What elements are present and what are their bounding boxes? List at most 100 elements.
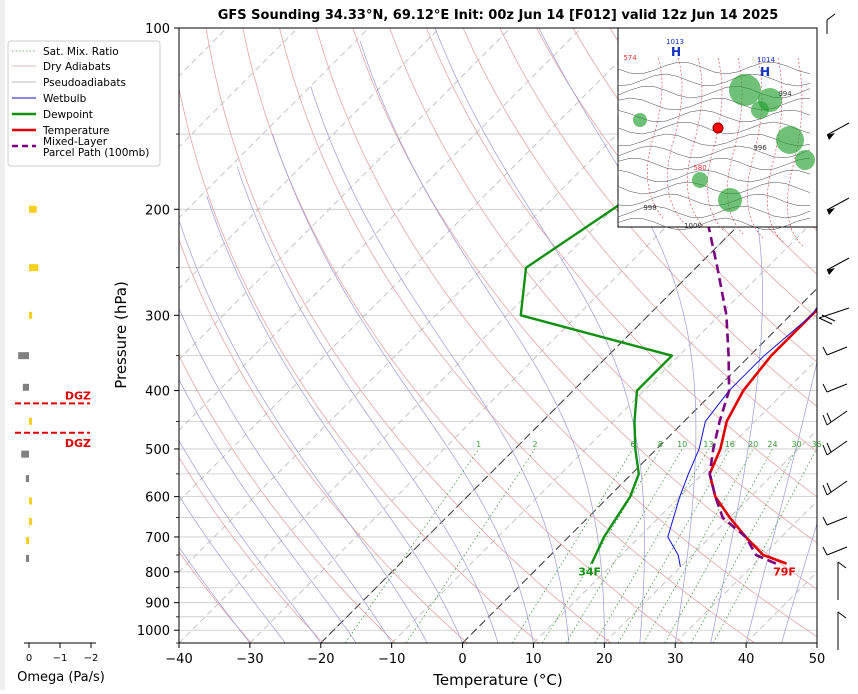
legend-entry-line: Wetbulb [43,93,87,105]
y-tick-label: 200 [145,203,170,218]
omega-bar [29,312,32,319]
wind-barb-feather [823,445,827,455]
wind-barb-staff [827,198,849,210]
wind-barb-feather [827,413,831,422]
x-tick-label: 0 [458,652,466,667]
legend-entry: Dewpoint [43,109,93,121]
mixing-ratio-label: 2 [533,440,538,449]
omega-bar [29,418,32,425]
dgz-label: DGZ [65,437,91,450]
wind-barb [819,308,849,324]
dry-adiabat [206,28,611,643]
left-margin [0,0,5,690]
x-tick-label: 40 [738,652,755,667]
moist-adiabat [360,41,604,643]
mixing-ratio-line [618,449,730,643]
legend-entry-line: Pseudoadiabats [43,77,126,89]
surface-temp-label: 79F [773,566,796,579]
wind-barb-staff [827,347,847,355]
wind-barb-staff [827,411,847,425]
omega-bar [26,537,29,544]
mixing-ratio-label: 16 [725,440,735,449]
inset-label: 994 [778,90,792,98]
inset-label: 1000 [684,222,702,230]
legend-entry-line: Sat. Mix. Ratio [43,46,119,58]
chart-title: GFS Sounding 34.33°N, 69.12°E Init: 00z … [218,8,779,23]
wind-barb [823,481,847,495]
moist-adiabat [435,28,645,643]
x-tick-label: −40 [165,652,192,667]
wind-barb [823,547,847,555]
x-tick-label: −30 [236,652,263,667]
omega-bar [29,264,38,271]
x-tick-label: −10 [378,652,405,667]
inset-label: 1014 [757,56,775,64]
moist-adiabat [311,86,569,643]
x-axis-label: Temperature (°C) [432,671,562,689]
y-tick-label: 100 [145,22,170,37]
y-tick-label: 300 [145,309,170,324]
omega-bar [29,518,32,525]
y-axis-label: Pressure (hPa) [112,281,130,389]
wind-barb-staff [827,14,835,20]
omega-bar [29,206,37,213]
omega-bar [18,352,29,359]
omega-tick-label: −2 [84,653,99,664]
legend-entry-line: Dewpoint [43,109,93,121]
inset-high-marker: H [760,65,770,79]
y-tick-label: 700 [145,531,170,546]
dgz-label: DGZ [65,389,91,402]
y-tick-label: 800 [145,566,170,581]
inset-precip-patch [751,101,769,119]
legend-entry-line: Dry Adiabats [43,61,111,73]
surface-dew-label: 34F [578,566,601,579]
mixing-ratio-line [713,449,816,643]
inset-precip-patch [729,74,761,106]
y-tick-label: 500 [145,443,170,458]
mixing-ratio-label: 20 [748,440,758,449]
wind-barb [823,517,847,525]
omega-tick-label: −1 [53,653,68,664]
wind-barb-feather [823,485,827,495]
wind-barb-staff [827,547,847,555]
wind-barb [823,441,847,455]
wind-barb [823,347,847,355]
y-tick-label: 400 [145,385,170,400]
mixing-ratio-label: 36 [811,440,821,449]
legend-entry: Dry Adiabats [43,61,111,73]
wind-barb-staff [827,441,847,455]
wind-barb [827,198,849,215]
y-tick-label: 900 [145,597,170,612]
wind-barb [827,14,835,34]
dry-adiabat [830,28,858,643]
wind-barb-feather [823,517,827,525]
x-tick-label: 30 [667,652,684,667]
omega-bar [29,497,32,504]
mixing-ratio-label: 8 [658,440,663,449]
x-tick-label: 10 [525,652,542,667]
moist-adiabat [273,134,534,643]
omega-axis-label: Omega (Pa/s) [17,670,105,685]
wind-barb [823,384,847,392]
mixing-ratio-label: 1 [476,440,481,449]
sounding-location-marker [713,123,723,133]
x-tick-label: −20 [307,652,334,667]
legend-entry: Wetbulb [43,93,87,105]
omega-bar [23,384,29,391]
mixing-ratio-label: 30 [792,440,802,449]
wind-barb-feather [838,562,846,568]
mixing-ratio-line [512,449,633,643]
inset-high-marker: H [671,45,681,59]
x-tick-label: 50 [809,652,826,667]
wind-barb-feather [823,547,827,555]
wind-barb-staff [827,481,847,495]
legend-entry: Sat. Mix. Ratio [43,46,119,58]
wind-barb [823,411,847,425]
wind-barb-feather [838,612,846,618]
x-tick-label: 20 [596,652,613,667]
wind-barb-feather [823,347,827,355]
inset-label: 996 [753,144,767,152]
dry-adiabat [133,28,468,643]
